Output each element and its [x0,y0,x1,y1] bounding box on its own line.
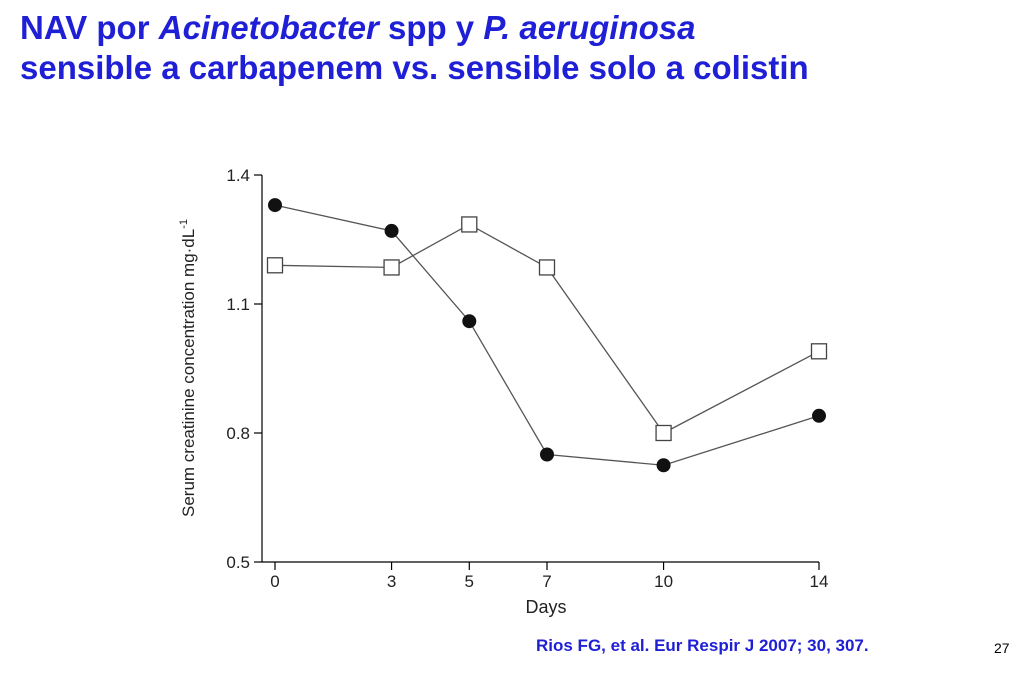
x-tick-label: 5 [465,572,474,591]
citation: Rios FG, et al. Eur Respir J 2007; 30, 3… [536,636,869,655]
series-2-point [655,424,672,442]
y-ticks: 0.5 0.8 1.1 1.4 [226,166,262,572]
series-line-1 [274,204,820,466]
x-tick-label: 14 [810,572,829,591]
x-ticks: 0 3 5 7 10 14 [270,562,828,591]
y-tick-label: 0.8 [226,424,250,443]
series-1-point [384,223,399,238]
y-axis-label: Serum creatinine concentration mg·dL-1 [178,219,198,517]
x-tick-label: 7 [542,572,551,591]
series-2-point [810,343,828,360]
slide-number: 27 [994,640,1010,656]
series-1-point [268,198,282,213]
x-tick-label: 0 [270,572,279,591]
y-tick-label: 1.4 [226,166,250,185]
title-text-1: NAV por [20,9,159,46]
y-tick-label: 1.1 [226,295,250,314]
series-lines [274,204,820,466]
series-1-point [656,458,671,473]
title-text-2: spp y [378,9,484,46]
series-2-point [266,257,284,274]
series-1-point [540,447,554,462]
series-1-point [462,314,477,329]
series-2-point [461,216,478,233]
series-1-point [812,408,826,423]
title-italic-acinetobacter: Acinetobacter [158,9,379,46]
slide-title: NAV por Acinetobacter spp y P. aeruginos… [20,8,809,88]
title-line-1: NAV por Acinetobacter spp y P. aeruginos… [20,8,809,48]
x-axis-label: Days [525,597,566,617]
title-line-2: sensible a carbapenem vs. sensible solo … [20,49,809,86]
series-2-point [538,259,556,276]
y-axis-label-text: Serum creatinine concentration mg·dL [179,229,198,517]
series-2-point [383,259,400,276]
x-tick-label: 3 [387,572,396,591]
y-axis-label-superscript: -1 [178,219,190,229]
series-markers [266,198,828,473]
series-line-2 [274,223,820,434]
x-tick-label: 10 [654,572,673,591]
title-italic-aeruginosa: P. aeruginosa [483,9,696,46]
y-tick-label: 0.5 [226,553,250,572]
